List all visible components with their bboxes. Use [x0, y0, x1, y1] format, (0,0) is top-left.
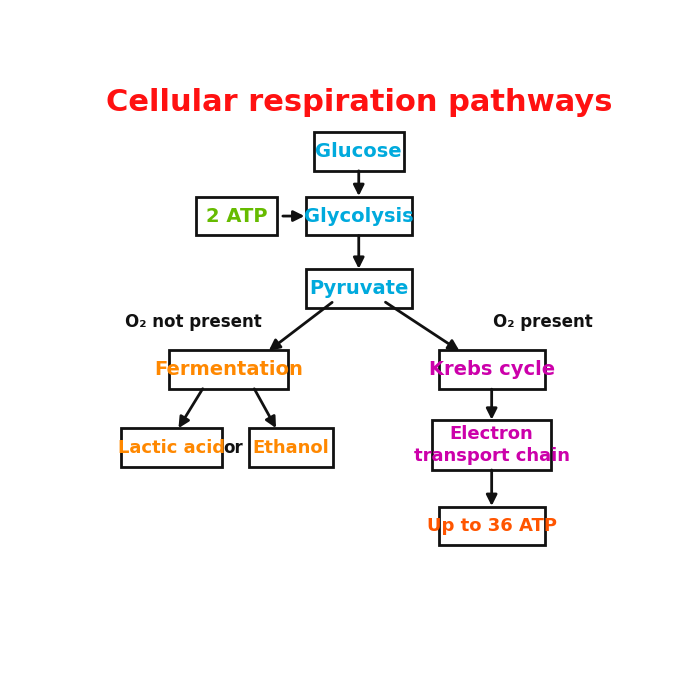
Text: Up to 36 ATP: Up to 36 ATP: [427, 517, 556, 535]
Text: O₂ present: O₂ present: [494, 313, 593, 331]
Text: 2 ATP: 2 ATP: [206, 206, 267, 225]
Text: O₂ not present: O₂ not present: [125, 313, 262, 331]
Text: Electron
transport chain: Electron transport chain: [414, 425, 570, 466]
Text: Glycolysis: Glycolysis: [304, 206, 414, 225]
FancyBboxPatch shape: [196, 197, 277, 235]
Text: Glucose: Glucose: [316, 142, 402, 161]
FancyBboxPatch shape: [306, 197, 412, 235]
Text: Cellular respiration pathways: Cellular respiration pathways: [106, 88, 612, 118]
Text: Lactic acid: Lactic acid: [118, 439, 225, 457]
Text: Ethanol: Ethanol: [253, 439, 329, 457]
FancyBboxPatch shape: [439, 507, 545, 545]
FancyBboxPatch shape: [169, 350, 288, 389]
FancyBboxPatch shape: [314, 132, 403, 171]
FancyBboxPatch shape: [439, 350, 545, 389]
FancyBboxPatch shape: [306, 270, 412, 308]
FancyBboxPatch shape: [432, 420, 552, 470]
FancyBboxPatch shape: [121, 428, 222, 467]
Text: Pyruvate: Pyruvate: [309, 279, 408, 298]
Text: Krebs cycle: Krebs cycle: [428, 360, 554, 379]
Text: or: or: [223, 439, 243, 457]
Text: Fermentation: Fermentation: [154, 360, 303, 379]
FancyBboxPatch shape: [249, 428, 333, 467]
